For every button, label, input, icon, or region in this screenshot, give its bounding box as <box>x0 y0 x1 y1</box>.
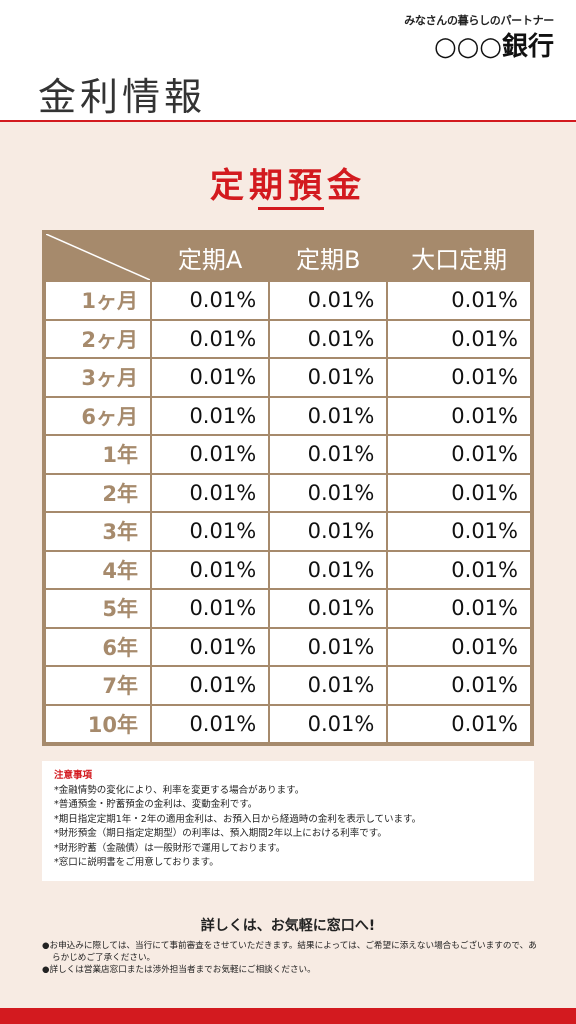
rate-cell: 0.01% <box>388 397 530 434</box>
note-item: *財形貯蓄（金融債）は一般財形で運用しております。 <box>54 842 286 854</box>
table-row: 2年 0.01% 0.01% 0.01% <box>46 474 530 511</box>
table-row: 3ヶ月 0.01% 0.01% 0.01% <box>46 359 530 396</box>
term-cell: 3年 <box>46 513 150 550</box>
rate-cell: 0.01% <box>152 474 269 511</box>
rate-cell: 0.01% <box>152 628 269 665</box>
disclaimer-item: ●お申込みに際しては、当行にて事前審査をさせていただきます。結果によっては、ご希… <box>42 941 537 963</box>
disclaimer-item: ●詳しくは営業店窓口または渉外担当者までお気軽にご相談ください。 <box>42 965 316 975</box>
table-row: 2ヶ月 0.01% 0.01% 0.01% <box>46 320 530 357</box>
rate-cell: 0.01% <box>270 628 387 665</box>
term-cell: 4年 <box>46 551 150 588</box>
table-row: 7年 0.01% 0.01% 0.01% <box>46 667 530 704</box>
rate-cell: 0.01% <box>270 359 387 396</box>
column-header: 大口定期 <box>388 234 530 280</box>
rate-cell: 0.01% <box>152 397 269 434</box>
rate-cell: 0.01% <box>152 590 269 627</box>
note-item: *窓口に説明書をご用意しております。 <box>54 857 219 868</box>
rate-cell: 0.01% <box>270 667 387 704</box>
term-cell: 5年 <box>46 590 150 627</box>
rate-cell: 0.01% <box>388 628 530 665</box>
rate-cell: 0.01% <box>270 320 387 357</box>
column-header: 定期B <box>270 234 387 280</box>
bank-tagline: みなさんの暮らしのパートナー <box>404 14 554 27</box>
note-item: *期日指定定期1年・2年の適用金利は、お預入日から経過時の金利を表示しています。 <box>54 813 422 825</box>
rate-cell: 0.01% <box>152 320 269 357</box>
bank-logo-name: ○○○銀行 <box>433 32 554 62</box>
table-row: 6ヶ月 0.01% 0.01% 0.01% <box>46 397 530 434</box>
rate-cell: 0.01% <box>270 436 387 473</box>
rate-cell: 0.01% <box>152 282 269 319</box>
table-row: 4年 0.01% 0.01% 0.01% <box>46 551 530 588</box>
footer-bar <box>0 1008 576 1024</box>
note-item: *普通預金・貯蓄預金の金利は、変動金利です。 <box>54 799 258 810</box>
page-title: 金利情報 <box>38 75 207 119</box>
term-cell: 1年 <box>46 436 150 473</box>
rate-cell: 0.01% <box>152 436 269 473</box>
rate-cell: 0.01% <box>388 359 530 396</box>
table-row: 1ヶ月 0.01% 0.01% 0.01% <box>46 282 530 319</box>
column-header: 定期A <box>152 234 269 280</box>
rate-cell: 0.01% <box>388 436 530 473</box>
section-title: 定期預金 <box>210 166 366 206</box>
rate-cell: 0.01% <box>388 667 530 704</box>
rate-cell: 0.01% <box>270 590 387 627</box>
rate-cell: 0.01% <box>270 551 387 588</box>
term-cell: 7年 <box>46 667 150 704</box>
rate-table: 定期A 定期B 大口定期 1ヶ月 0.01% 0.01% 0.01% 2ヶ月 0.01% 0… <box>42 230 534 746</box>
table-header-row: 定期A 定期B 大口定期 <box>46 234 530 280</box>
table-corner-cell <box>46 234 150 280</box>
rate-cell: 0.01% <box>388 474 530 511</box>
disclaimer: ●お申込みに際しては、当行にて事前審査をさせていただきます。結果によっては、ご希… <box>42 940 542 976</box>
table-row: 6年 0.01% 0.01% 0.01% <box>46 628 530 665</box>
term-cell: 1ヶ月 <box>46 282 150 319</box>
rate-cell: 0.01% <box>270 282 387 319</box>
rate-cell: 0.01% <box>388 705 530 742</box>
rate-cell: 0.01% <box>270 397 387 434</box>
rate-cell: 0.01% <box>152 705 269 742</box>
notes-title: 注意事項 <box>54 770 93 781</box>
note-item: *財形預金（期日指定定期型）の利率は、預入期間2年以上における利率です。 <box>54 828 387 839</box>
term-cell: 2ヶ月 <box>46 320 150 357</box>
section-underline <box>258 207 324 210</box>
rate-cell: 0.01% <box>152 551 269 588</box>
rate-cell: 0.01% <box>388 320 530 357</box>
table-row: 1年 0.01% 0.01% 0.01% <box>46 436 530 473</box>
contact-title: 詳しくは、お気軽に窓口へ! <box>200 918 376 934</box>
table-row: 5年 0.01% 0.01% 0.01% <box>46 590 530 627</box>
rate-cell: 0.01% <box>152 359 269 396</box>
term-cell: 10年 <box>46 705 150 742</box>
rate-cell: 0.01% <box>152 513 269 550</box>
rate-cell: 0.01% <box>388 282 530 319</box>
rate-cell: 0.01% <box>388 513 530 550</box>
term-cell: 6年 <box>46 628 150 665</box>
term-cell: 2年 <box>46 474 150 511</box>
rate-cell: 0.01% <box>388 551 530 588</box>
diagonal-line-icon <box>46 234 150 280</box>
term-cell: 6ヶ月 <box>46 397 150 434</box>
rate-cell: 0.01% <box>270 513 387 550</box>
note-item: *金融情勢の変化により、利率を変更する場合があります。 <box>54 784 305 796</box>
rate-cell: 0.01% <box>388 590 530 627</box>
notes-box: 注意事項 *金融情勢の変化により、利率を変更する場合があります。 *普通預金・貯… <box>42 761 534 881</box>
table-row: 3年 0.01% 0.01% 0.01% <box>46 513 530 550</box>
table-row: 10年 0.01% 0.01% 0.01% <box>46 705 530 742</box>
rate-cell: 0.01% <box>270 474 387 511</box>
header: みなさんの暮らしのパートナー ○○○銀行 金利情報 <box>0 0 576 122</box>
rate-cell: 0.01% <box>270 705 387 742</box>
term-cell: 3ヶ月 <box>46 359 150 396</box>
rate-cell: 0.01% <box>152 667 269 704</box>
